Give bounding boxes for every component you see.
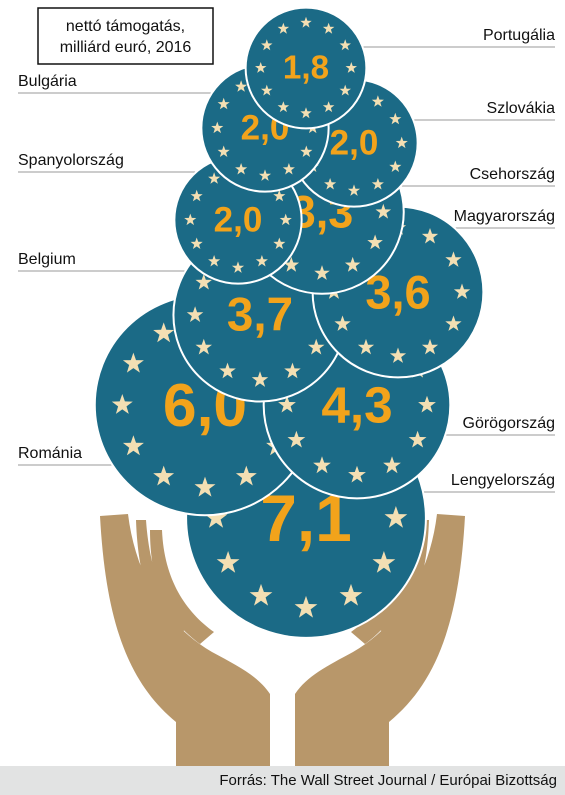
title-line: milliárd euró, 2016: [60, 39, 192, 56]
country-label: Csehország: [470, 166, 555, 183]
value-label: 4,3: [321, 377, 392, 434]
title-line: nettó támogatás,: [66, 18, 185, 35]
infographic: 7,16,04,33,73,63,32,02,02,01,8 Lengyelor…: [0, 0, 565, 795]
source: Forrás: The Wall Street Journal / Európa…: [219, 772, 557, 789]
country-label: Portugália: [483, 27, 555, 44]
value-label: 2,0: [330, 124, 379, 163]
country-label: Bulgária: [18, 73, 77, 90]
value-label: 1,8: [283, 50, 329, 87]
coin: 1,8: [246, 8, 367, 129]
value-label: 3,7: [227, 289, 293, 342]
country-label: Spanyolország: [18, 152, 124, 169]
value-label: 2,0: [214, 201, 263, 240]
country-label: Szlovákia: [487, 100, 556, 117]
country-label: Görögország: [463, 415, 556, 432]
country-label: Belgium: [18, 251, 76, 268]
country-label: Magyarország: [454, 208, 555, 225]
country-label: Románia: [18, 445, 82, 462]
country-label: Lengyelország: [451, 472, 555, 489]
